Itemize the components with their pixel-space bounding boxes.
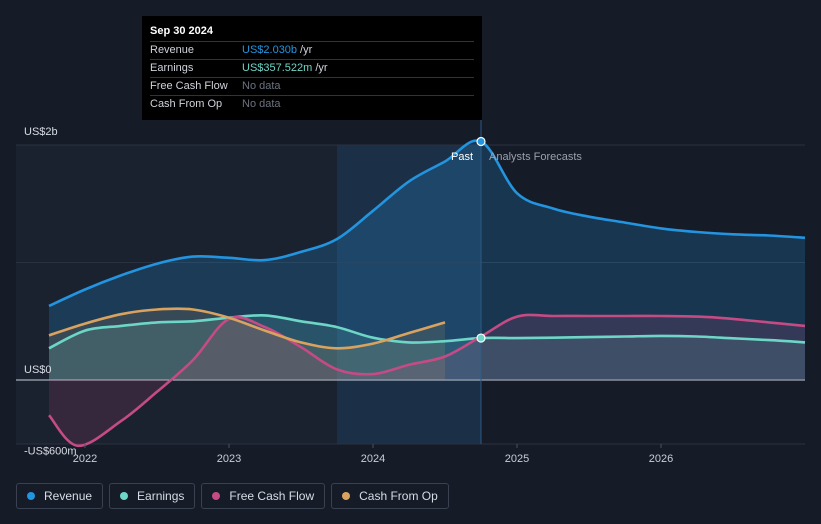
cash-from-op-dot-icon — [342, 492, 351, 500]
tooltip-value: US$2.030b — [242, 44, 298, 56]
revenue-current-point — [476, 136, 486, 147]
x-tick-label: 2026 — [649, 453, 673, 465]
current-value-dots — [476, 136, 486, 343]
tooltip-label: Cash From Op — [150, 98, 223, 110]
tooltip-value: No data — [242, 80, 281, 92]
revenue-dot-icon — [27, 492, 35, 500]
free-cash-flow-dot-icon — [212, 492, 221, 500]
earnings-current-point — [476, 333, 486, 343]
data-tooltip: Sep 30 2024 Revenue US$2.030b /yr Earnin… — [142, 16, 482, 120]
tooltip-value: No data — [242, 98, 281, 110]
x-tick-label: 2023 — [217, 453, 241, 465]
tooltip-date: Sep 30 2024 — [150, 22, 474, 42]
y-tick-label: -US$600m — [24, 446, 77, 458]
tooltip-value: US$357.522m — [242, 62, 313, 74]
tooltip-label: Revenue — [150, 44, 195, 56]
earnings-dot-icon — [120, 492, 129, 500]
chart-legend: Revenue Earnings Free Cash Flow Cash Fro… — [16, 483, 449, 509]
free-cash-flow-line — [47, 313, 806, 448]
earnings-line — [48, 313, 806, 350]
tooltip-row-earnings: Earnings US$357.522m /yr — [150, 60, 474, 78]
legend-label: Free Cash Flow — [229, 489, 315, 503]
free-cash-flow-area — [49, 314, 805, 446]
tooltip-row-cash-from-op: Cash From Op No data — [150, 96, 474, 113]
x-axis-labels: 2022 2023 2024 2025 2026 — [73, 444, 673, 465]
highlight-region — [337, 145, 481, 444]
series-lines — [47, 139, 806, 448]
x-tick-label: 2025 — [505, 453, 529, 465]
cash-from-op-line — [48, 307, 446, 350]
y-axis-labels: US$2b US$0 -US$600m — [24, 126, 77, 458]
forecast-marker-label: Analysts Forecasts — [489, 151, 582, 163]
gridlines — [16, 144, 805, 445]
tooltip-unit: /yr — [315, 62, 328, 74]
legend-item-free-cash-flow[interactable]: Free Cash Flow — [201, 483, 326, 509]
legend-item-cash-from-op[interactable]: Cash From Op — [331, 483, 449, 509]
past-marker-label: Past — [451, 151, 473, 163]
legend-item-revenue[interactable]: Revenue — [16, 483, 104, 509]
tooltip-unit: /yr — [300, 44, 313, 56]
legend-label: Cash From Op — [359, 489, 438, 503]
x-tick-label: 2024 — [361, 453, 385, 465]
legend-label: Revenue — [44, 489, 93, 503]
x-tick-label: 2022 — [73, 453, 97, 465]
tooltip-label: Free Cash Flow — [150, 80, 228, 92]
tooltip-label: Earnings — [150, 62, 194, 74]
legend-item-earnings[interactable]: Earnings — [109, 483, 196, 509]
tooltip-row-free-cash-flow: Free Cash Flow No data — [150, 78, 474, 96]
legend-label: Earnings — [137, 489, 185, 503]
earnings-area — [49, 315, 805, 380]
tooltip-row-revenue: Revenue US$2.030b /yr — [150, 42, 474, 60]
revenue-line — [48, 139, 806, 308]
cash-from-op-area — [49, 308, 445, 380]
y-tick-label: US$2b — [24, 126, 58, 138]
y-tick-label: US$0 — [24, 364, 52, 376]
